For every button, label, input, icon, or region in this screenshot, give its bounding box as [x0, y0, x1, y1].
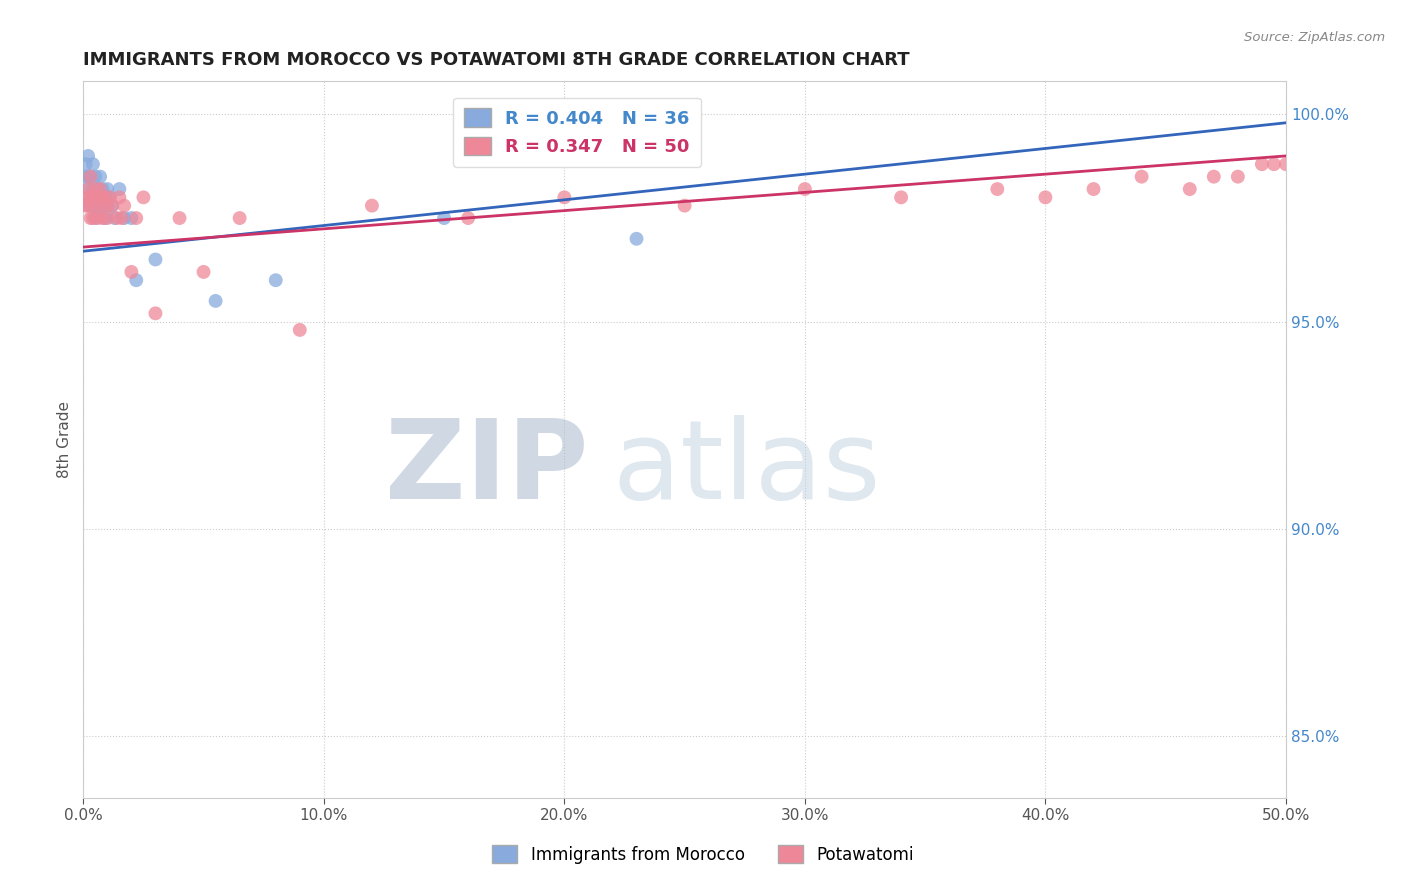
Point — [120, 265, 142, 279]
Point — [264, 273, 287, 287]
Point — [82, 199, 104, 213]
Point — [103, 211, 125, 225]
Point — [112, 199, 135, 213]
Point — [132, 190, 155, 204]
Point — [228, 211, 250, 225]
Point — [1251, 157, 1274, 171]
Point — [101, 199, 124, 213]
Point — [108, 190, 131, 204]
Point — [120, 211, 142, 225]
Point — [77, 199, 100, 213]
Point — [1226, 169, 1249, 184]
Point — [89, 190, 111, 204]
Point — [986, 182, 1008, 196]
Text: IMMIGRANTS FROM MOROCCO VS POTAWATOMI 8TH GRADE CORRELATION CHART: IMMIGRANTS FROM MOROCCO VS POTAWATOMI 8T… — [83, 51, 910, 69]
Text: atlas: atlas — [613, 415, 882, 522]
Point — [1263, 157, 1285, 171]
Point — [79, 211, 101, 225]
Point — [89, 182, 111, 196]
Point — [77, 149, 100, 163]
Point — [79, 190, 101, 204]
Point — [91, 190, 114, 204]
Point — [1275, 157, 1298, 171]
Point — [457, 211, 479, 225]
Point — [75, 199, 97, 213]
Text: ZIP: ZIP — [385, 415, 589, 522]
Point — [84, 169, 107, 184]
Point — [1035, 190, 1057, 204]
Point — [361, 199, 384, 213]
Point — [84, 182, 107, 196]
Point — [1178, 182, 1201, 196]
Point — [82, 211, 104, 225]
Point — [79, 169, 101, 184]
Point — [1130, 169, 1153, 184]
Point — [91, 199, 114, 213]
Point — [77, 182, 100, 196]
Point — [75, 190, 97, 204]
Point — [793, 182, 815, 196]
Point — [89, 169, 111, 184]
Point — [204, 293, 226, 308]
Point — [1083, 182, 1105, 196]
Point — [98, 190, 121, 204]
Point — [193, 265, 215, 279]
Point — [91, 182, 114, 196]
Y-axis label: 8th Grade: 8th Grade — [58, 401, 72, 478]
Point — [79, 190, 101, 204]
Point — [89, 199, 111, 213]
Point — [87, 190, 110, 204]
Point — [145, 252, 167, 267]
Point — [87, 182, 110, 196]
Point — [96, 182, 118, 196]
Point — [79, 199, 101, 213]
Point — [98, 190, 121, 204]
Point — [169, 211, 191, 225]
Point — [94, 211, 117, 225]
Point — [77, 182, 100, 196]
Point — [87, 211, 110, 225]
Point — [105, 211, 128, 225]
Point — [433, 211, 456, 225]
Legend: R = 0.404   N = 36, R = 0.347   N = 50: R = 0.404 N = 36, R = 0.347 N = 50 — [453, 97, 700, 167]
Point — [108, 182, 131, 196]
Point — [288, 323, 311, 337]
Point — [1202, 169, 1225, 184]
Point — [112, 211, 135, 225]
Point — [84, 190, 107, 204]
Point — [82, 190, 104, 204]
Point — [890, 190, 912, 204]
Point — [125, 273, 148, 287]
Text: Source: ZipAtlas.com: Source: ZipAtlas.com — [1244, 31, 1385, 45]
Point — [96, 211, 118, 225]
Point — [94, 190, 117, 204]
Point — [673, 199, 696, 213]
Point — [75, 157, 97, 171]
Point — [77, 169, 100, 184]
Point — [96, 199, 118, 213]
Point — [111, 211, 134, 225]
Point — [626, 232, 648, 246]
Point — [125, 211, 148, 225]
Point — [84, 211, 107, 225]
Legend: Immigrants from Morocco, Potawatomi: Immigrants from Morocco, Potawatomi — [485, 838, 921, 871]
Point — [79, 169, 101, 184]
Point — [553, 190, 575, 204]
Point — [145, 306, 167, 320]
Point — [91, 211, 114, 225]
Point — [101, 199, 124, 213]
Point — [94, 190, 117, 204]
Point — [84, 199, 107, 213]
Point — [82, 182, 104, 196]
Point — [82, 157, 104, 171]
Point — [96, 199, 118, 213]
Point — [75, 169, 97, 184]
Point — [87, 199, 110, 213]
